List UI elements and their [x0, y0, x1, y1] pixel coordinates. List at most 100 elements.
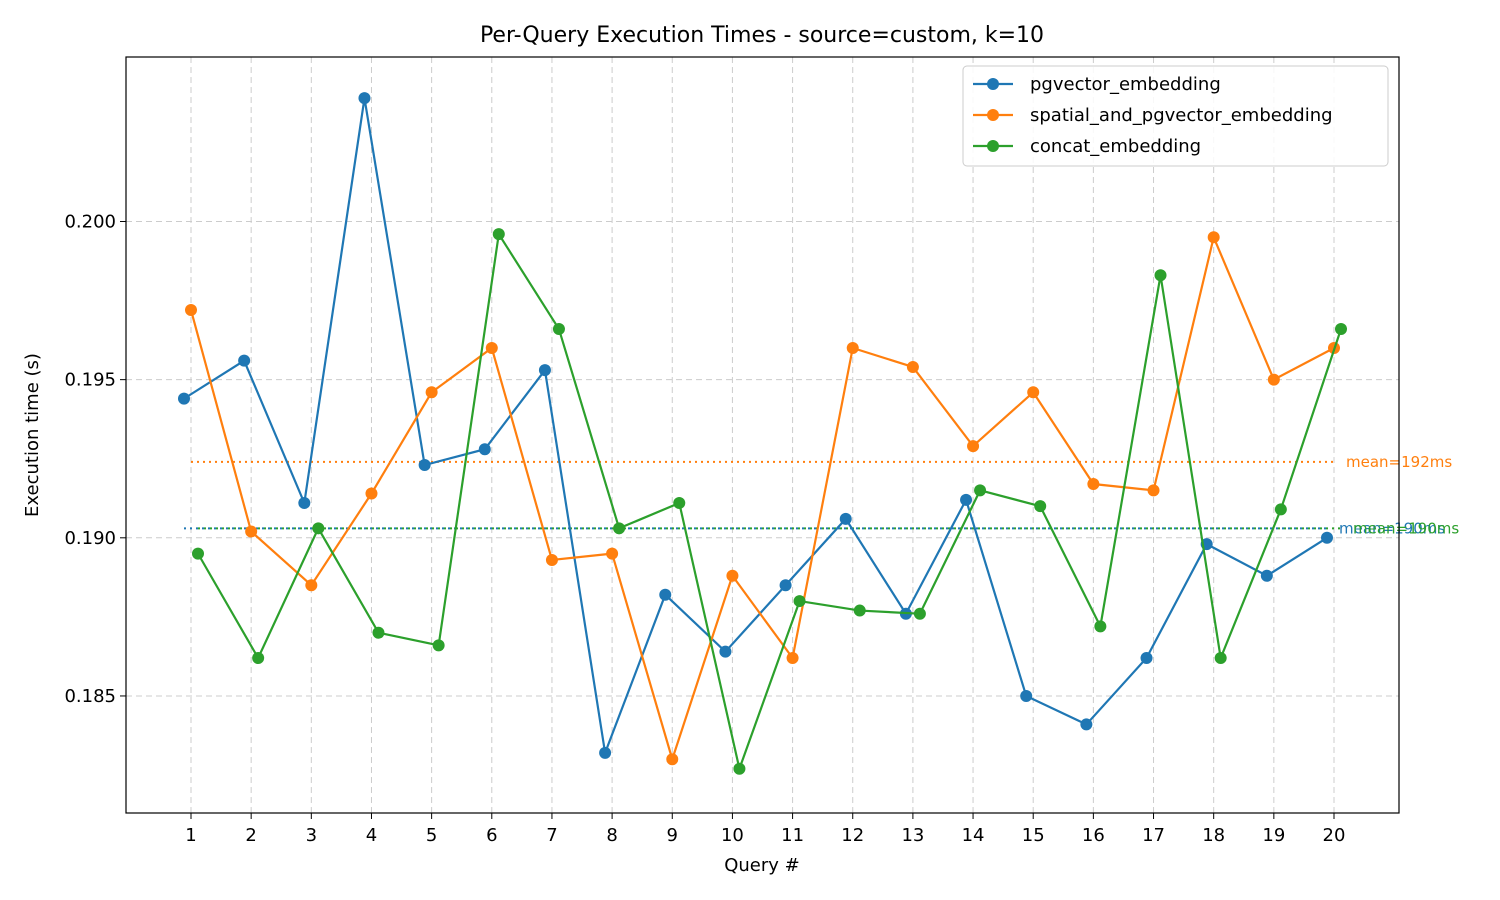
chart-title: Per-Query Execution Times - source=custo…: [480, 23, 1044, 48]
data-point: [1214, 652, 1227, 665]
data-point: [1080, 718, 1093, 731]
data-point: [599, 746, 612, 759]
series-line: [197, 231, 1343, 773]
data-point: [906, 360, 919, 373]
mean-label: mean=190ms: [1339, 519, 1445, 537]
data-point: [492, 228, 505, 241]
data-point: [779, 579, 792, 592]
data-point: [305, 579, 318, 592]
data-point: [967, 440, 980, 453]
data-point: [659, 588, 672, 601]
data-point: [418, 459, 431, 472]
data-point: [1335, 323, 1347, 336]
series-line: [183, 97, 1328, 758]
x-tick-label: 2: [245, 825, 256, 846]
y-tick-label: 0.200: [64, 211, 116, 232]
series-line: [189, 233, 1335, 763]
x-tick-label: 5: [426, 825, 437, 846]
axes: 1 2 3 4 5 6 7 8 9 10 11 12 13 14 15 16 17 18 19 200.1850.19…: [64, 211, 1345, 846]
data-point: [252, 652, 265, 665]
x-tick-label: 1: [185, 825, 196, 846]
data-point: [1140, 652, 1153, 665]
data-point: [1267, 373, 1280, 386]
data-point: [312, 522, 325, 535]
x-tick-label: 3: [306, 825, 317, 846]
x-tick-label: 18: [1202, 825, 1225, 846]
x-tick-label: 10: [721, 825, 744, 846]
data-point: [365, 487, 378, 500]
y-tick-label: 0.195: [64, 370, 116, 391]
data-point: [666, 753, 679, 766]
plot-area: [125, 56, 1400, 814]
data-point: [1020, 689, 1033, 702]
data-point: [1034, 500, 1047, 513]
x-axis-label: Query #: [724, 855, 800, 876]
data-point: [793, 595, 806, 608]
x-tick-label: 9: [667, 825, 678, 846]
grid: [126, 57, 1399, 813]
data-point: [432, 639, 445, 652]
y-tick-label: 0.190: [64, 528, 116, 549]
data-point: [185, 304, 197, 317]
data-point: [358, 92, 371, 105]
data-point: [1154, 269, 1167, 282]
legend-marker: [987, 78, 999, 90]
data-point: [846, 342, 859, 355]
data-point: [606, 547, 619, 560]
data-point: [552, 323, 565, 336]
data-point: [1260, 569, 1273, 582]
data-point: [853, 604, 866, 617]
legend-box: [962, 65, 1389, 167]
x-tick-label: 6: [486, 825, 497, 846]
data-point: [1207, 231, 1220, 244]
data-point: [913, 607, 926, 620]
x-tick-label: 11: [781, 825, 804, 846]
x-tick-label: 4: [366, 825, 377, 846]
data-point: [1027, 386, 1040, 399]
legend-label: concat_embedding: [1030, 136, 1201, 157]
data-point: [613, 522, 626, 535]
mean-label: mean=190ms: [1353, 519, 1459, 537]
data-point: [1321, 531, 1333, 544]
data-point: [425, 386, 438, 399]
data-point: [673, 497, 686, 510]
data-point: [719, 645, 732, 658]
x-tick-label: 13: [901, 825, 924, 846]
x-tick-label: 7: [546, 825, 557, 846]
data-point: [733, 762, 746, 775]
data-point: [372, 626, 385, 639]
data-point: [192, 547, 204, 560]
legend-label: pgvector_embedding: [1030, 74, 1221, 95]
x-tick-label: 20: [1323, 825, 1346, 846]
data-point: [960, 493, 973, 506]
data-point: [545, 553, 558, 566]
series-lines: [178, 92, 1347, 775]
data-point: [1094, 620, 1107, 633]
data-point: [478, 443, 491, 456]
data-point: [1147, 484, 1160, 497]
x-tick-label: 12: [841, 825, 864, 846]
data-point: [245, 525, 258, 538]
data-point: [178, 392, 190, 405]
x-tick-label: 15: [1022, 825, 1045, 846]
y-tick-label: 0.185: [64, 686, 116, 707]
data-point: [1274, 503, 1287, 516]
legend: pgvector_embedding spatial_and_pgvector_e…: [962, 65, 1389, 167]
data-point: [298, 497, 311, 510]
data-point: [1087, 478, 1100, 491]
legend-label: spatial_and_pgvector_embedding: [1030, 105, 1333, 126]
legend-marker: [987, 140, 999, 152]
data-point: [974, 484, 987, 497]
data-point: [238, 354, 251, 367]
data-point: [786, 652, 799, 665]
x-tick-label: 17: [1142, 825, 1165, 846]
data-point: [839, 512, 852, 525]
x-tick-label: 19: [1262, 825, 1285, 846]
y-axis-label: Execution time (s): [22, 353, 43, 517]
data-point: [538, 364, 551, 377]
data-point: [726, 569, 739, 582]
x-tick-label: 14: [962, 825, 985, 846]
x-tick-label: 8: [606, 825, 617, 846]
